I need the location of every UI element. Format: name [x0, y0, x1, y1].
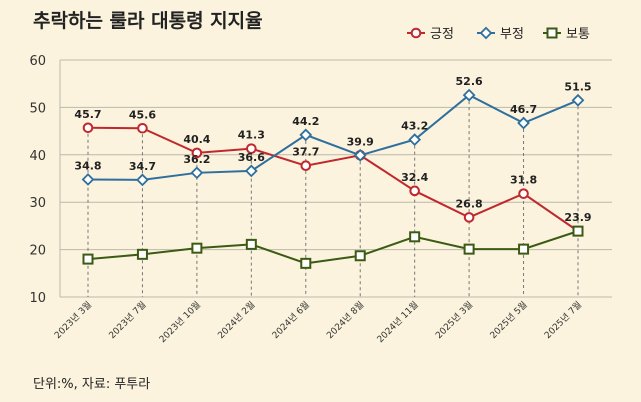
marker-point	[299, 128, 313, 142]
x-tick-label: 2024년 2월	[215, 299, 257, 341]
marker-point	[462, 88, 476, 102]
y-tick-label: 20	[29, 244, 46, 259]
data-labels: 45.7 45.6 40.4 41.3 37.7 32.4 26.8 31.8 23.9 34.8…	[74, 75, 591, 224]
data-label: 45.6	[129, 108, 156, 121]
legend-marker	[546, 27, 558, 39]
marker-point	[82, 122, 94, 134]
x-axis: 2023년 3월 2023년 7월 2023년 10월 2024년 2월 2024년 6…	[52, 299, 584, 346]
data-label: 34.8	[74, 159, 101, 172]
data-label: 23.9	[564, 211, 591, 224]
legend-marker	[479, 26, 493, 40]
source-note: 단위:%, 자료: 푸투라	[33, 377, 150, 392]
data-label: 36.6	[238, 151, 265, 164]
x-tick-label: 2025년 7월	[542, 299, 584, 341]
y-tick-label: 40	[29, 149, 46, 164]
marker-point	[244, 164, 258, 178]
grid	[87, 95, 579, 297]
marker-point	[518, 188, 529, 199]
data-label: 32.4	[401, 171, 428, 184]
marker-point	[518, 243, 530, 255]
y-tick-label: 50	[29, 101, 46, 116]
data-label: 45.7	[74, 108, 101, 121]
legend-label: 보통	[566, 27, 590, 42]
data-label: 40.4	[183, 133, 210, 146]
series-line-부정	[87, 93, 579, 181]
legend-label: 긍정	[430, 27, 454, 42]
legend-marker	[410, 27, 422, 39]
marker-point	[409, 185, 420, 197]
x-tick-label: 2024년 6월	[269, 299, 311, 341]
data-label: 31.8	[510, 174, 537, 187]
series-line-보통	[87, 230, 579, 265]
marker-point	[517, 116, 530, 130]
x-tick-label: 2023년 3월	[52, 299, 94, 341]
marker-point	[136, 248, 148, 260]
data-label: 51.5	[564, 80, 591, 93]
y-tick-label: 30	[29, 196, 46, 211]
series-line-긍정	[87, 126, 579, 232]
data-label: 43.2	[401, 120, 428, 133]
data-label: 39.9	[347, 135, 374, 148]
series-group	[81, 88, 585, 269]
data-label: 52.6	[456, 75, 483, 88]
marker-point	[354, 250, 366, 262]
legend-label: 부정	[500, 27, 524, 42]
x-tick-label: 2023년 10월	[156, 299, 203, 346]
marker-point	[191, 147, 203, 159]
legend: 긍정 부정 보통	[407, 26, 590, 42]
marker-point	[409, 231, 421, 243]
marker-point	[246, 143, 257, 154]
marker-point	[82, 253, 94, 265]
x-tick-label: 2025년 3월	[433, 299, 475, 341]
x-tick-label: 2025년 5월	[487, 299, 529, 341]
y-axis: 10 20 30 40 50 60	[29, 54, 612, 306]
marker-point	[191, 242, 203, 254]
marker-point	[463, 212, 475, 223]
x-tick-label: 2024년 8월	[324, 299, 366, 341]
marker-point	[190, 166, 204, 180]
data-label: 46.7	[510, 103, 537, 116]
marker-point	[408, 133, 422, 146]
x-tick-label: 2023년 7월	[106, 299, 148, 341]
data-label: 34.7	[129, 160, 156, 173]
x-tick-label: 2024년 11월	[374, 299, 421, 346]
data-label: 36.2	[183, 153, 210, 166]
marker-point	[300, 257, 312, 269]
data-label: 37.7	[292, 146, 319, 159]
y-tick-label: 60	[29, 54, 46, 69]
marker-point	[463, 243, 475, 255]
marker-point	[245, 238, 257, 250]
marker-point	[572, 225, 584, 237]
data-label: 26.8	[456, 197, 483, 210]
marker-point	[137, 122, 148, 134]
y-tick-label: 10	[29, 291, 46, 306]
marker-point	[571, 93, 585, 107]
marker-point	[353, 148, 367, 162]
chart-title: 추락하는 룰라 대통령 지지율	[33, 10, 263, 32]
data-label: 44.2	[292, 115, 319, 128]
marker-point	[136, 173, 149, 187]
data-label: 41.3	[238, 129, 265, 142]
marker-point	[81, 173, 95, 186]
marker-point	[300, 160, 312, 172]
